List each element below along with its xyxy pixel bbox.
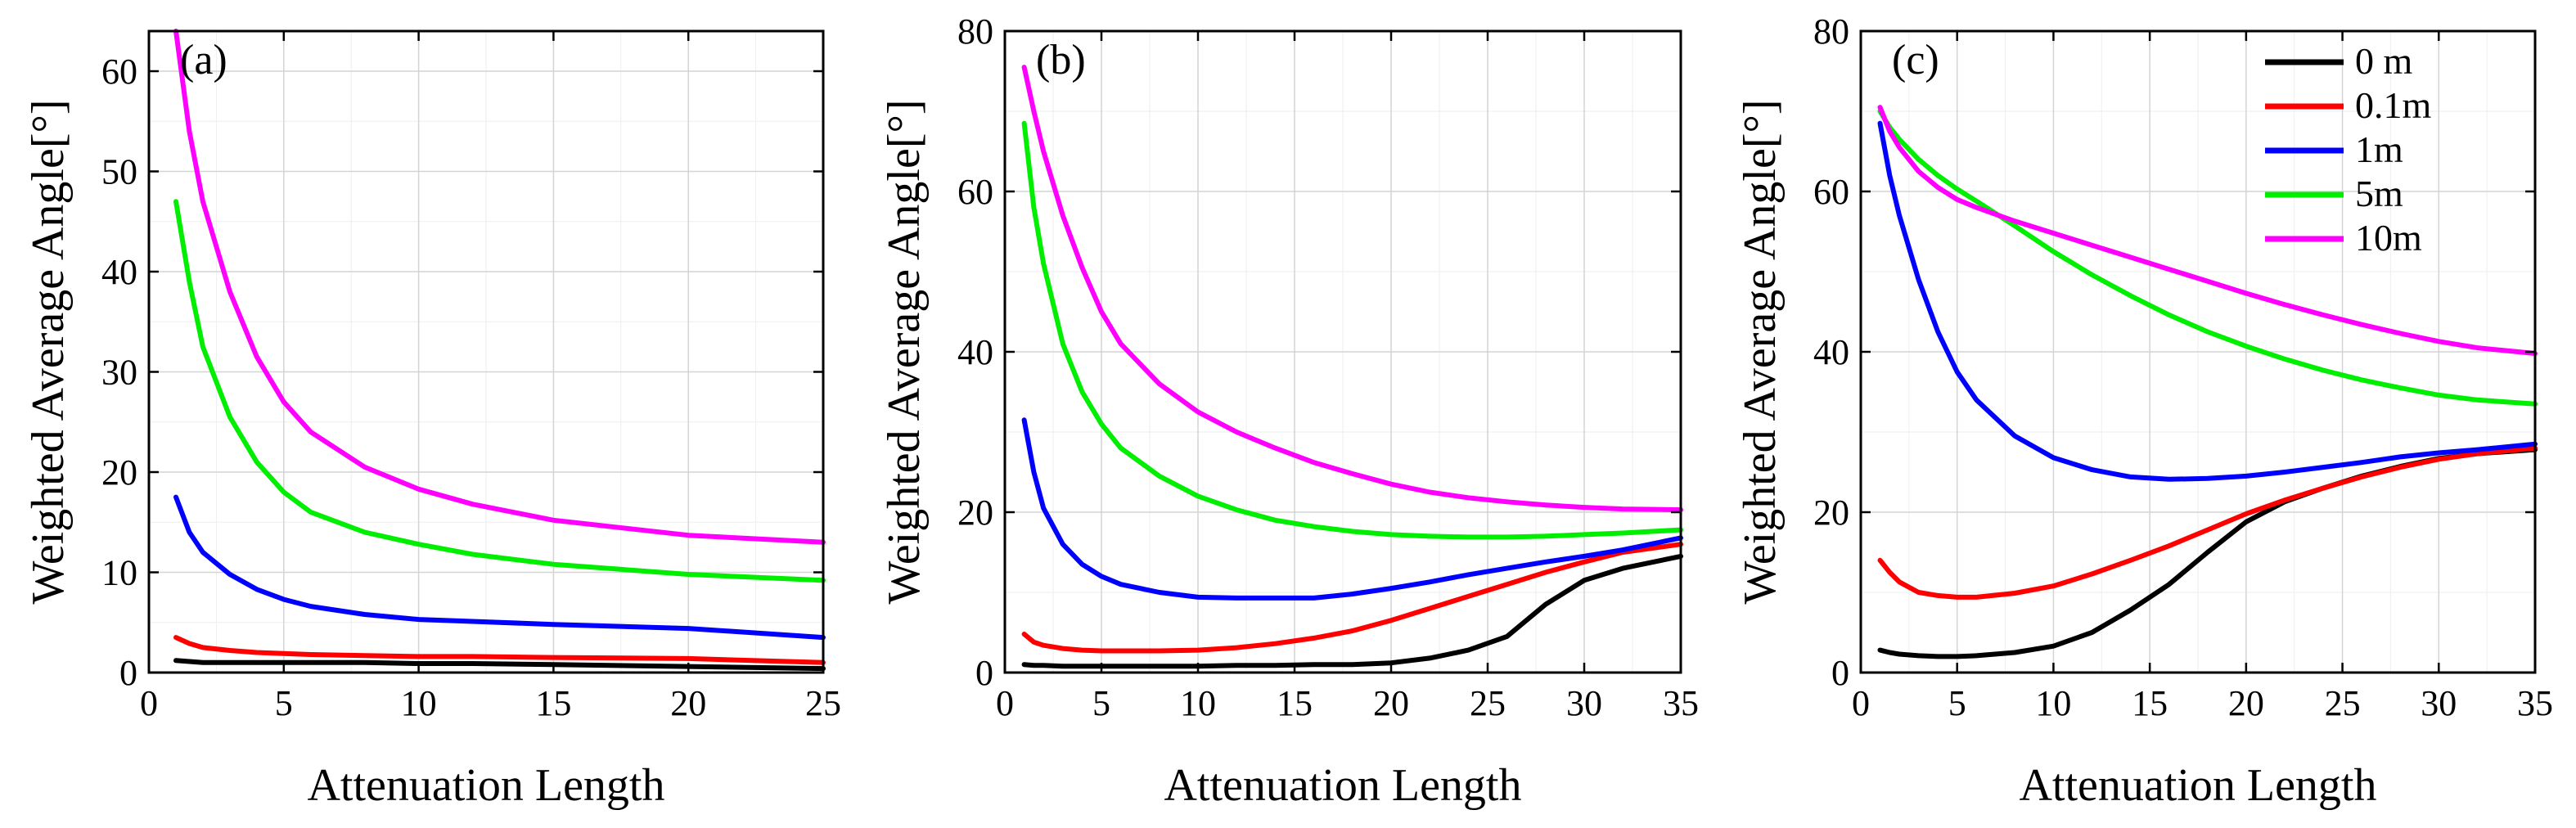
panel-b-ylabel: Weighted Average Angle[°] — [879, 99, 930, 604]
series-line-5m — [1021, 120, 1683, 540]
y-tick-label: 20 — [1813, 493, 1849, 533]
x-tick-label: 25 — [1470, 683, 1506, 723]
legend-entry: 5m — [2355, 173, 2403, 214]
y-tick-label: 20 — [957, 493, 993, 533]
series-line-0-1m — [173, 635, 826, 665]
panel-c-grid — [1860, 30, 2536, 673]
y-tick-label: 0 — [1831, 653, 1849, 693]
x-tick-label: 25 — [2325, 683, 2361, 723]
x-tick-label: 20 — [1373, 683, 1409, 723]
panel-a-ticks: 0 5 10 15 20 25 0 10 20 30 40 50 60 — [101, 31, 841, 723]
series-line-1m — [1877, 120, 2538, 482]
panel-a: 0 5 10 15 20 25 0 10 20 30 40 50 60 (a) Attenuation … — [23, 29, 841, 811]
x-tick-label: 15 — [2132, 683, 2168, 723]
panel-a-xlabel: Attenuation Length — [307, 760, 664, 811]
series-line-5m — [173, 199, 826, 583]
x-tick-label: 10 — [401, 683, 437, 723]
panel-b-label: (b) — [1036, 37, 1086, 83]
series-line-0m — [1021, 553, 1683, 669]
series-line-10m — [173, 29, 826, 545]
y-tick-label: 60 — [101, 52, 137, 92]
y-tick-label: 60 — [1813, 172, 1849, 212]
x-tick-label: 30 — [2421, 683, 2457, 723]
panel-a-frame — [147, 29, 825, 674]
series-line-1m — [1021, 417, 1683, 601]
x-tick-label: 5 — [1948, 683, 1966, 723]
x-tick-label: 30 — [1566, 683, 1602, 723]
y-tick-label: 30 — [101, 353, 137, 393]
x-tick-label: 0 — [1852, 683, 1870, 723]
x-tick-label: 5 — [1092, 683, 1110, 723]
x-tick-label: 10 — [1180, 683, 1216, 723]
x-tick-label: 25 — [805, 683, 841, 723]
y-tick-label: 50 — [101, 152, 137, 192]
panel-c-label: (c) — [1892, 37, 1939, 83]
panel-b-xlabel: Attenuation Length — [1164, 760, 1521, 811]
y-tick-label: 10 — [101, 553, 137, 593]
legend-entry: 0 m — [2355, 40, 2413, 82]
x-tick-label: 0 — [140, 683, 158, 723]
series-line-10m — [1877, 105, 2538, 356]
x-tick-label: 35 — [1663, 683, 1699, 723]
panel-b-ticks: 0 5 10 15 20 25 30 35 0 20 40 60 80 — [957, 11, 1699, 723]
series-line-0-1m — [1877, 445, 2538, 600]
x-tick-label: 20 — [2228, 683, 2264, 723]
x-tick-label: 0 — [996, 683, 1014, 723]
y-tick-label: 20 — [101, 452, 137, 493]
legend-entry: 1m — [2355, 128, 2403, 170]
y-tick-label: 0 — [119, 653, 137, 693]
y-tick-label: 0 — [975, 653, 993, 693]
y-tick-label: 60 — [957, 172, 993, 212]
panel-a-label: (a) — [180, 37, 227, 83]
y-tick-label: 80 — [1813, 11, 1849, 52]
x-tick-label: 35 — [2517, 683, 2553, 723]
series-line-5m — [1877, 109, 2538, 407]
x-tick-label: 20 — [670, 683, 706, 723]
y-tick-label: 40 — [1813, 332, 1849, 372]
panel-c-lines — [1877, 105, 2538, 659]
panel-c-ticks: 0 5 10 15 20 25 30 35 0 20 40 60 80 — [1813, 11, 2553, 723]
series-line-1m — [173, 494, 826, 641]
y-tick-label: 40 — [957, 332, 993, 372]
legend-entry: 10m — [2355, 217, 2422, 259]
y-tick-label: 80 — [957, 11, 993, 52]
panel-c: 0 5 10 15 20 25 30 35 0 20 40 60 80 (c) Attenuation … — [1735, 11, 2553, 811]
legend-entry: 0.1m — [2355, 84, 2432, 126]
x-tick-label: 10 — [2035, 683, 2071, 723]
series-line-10m — [1021, 65, 1683, 513]
panel-b: 0 5 10 15 20 25 30 35 0 20 40 60 80 (b) Attenuation … — [879, 11, 1699, 811]
x-tick-label: 5 — [275, 683, 293, 723]
x-tick-label: 15 — [1277, 683, 1313, 723]
panel-b-lines — [1021, 65, 1683, 669]
x-tick-label: 15 — [535, 683, 571, 723]
panel-c-ylabel: Weighted Average Angle[°] — [1735, 99, 1786, 604]
panel-c-xlabel: Attenuation Length — [2019, 760, 2376, 811]
series-line-0-1m — [1021, 542, 1683, 654]
y-tick-label: 40 — [101, 252, 137, 292]
panel-a-ylabel: Weighted Average Angle[°] — [23, 99, 74, 604]
